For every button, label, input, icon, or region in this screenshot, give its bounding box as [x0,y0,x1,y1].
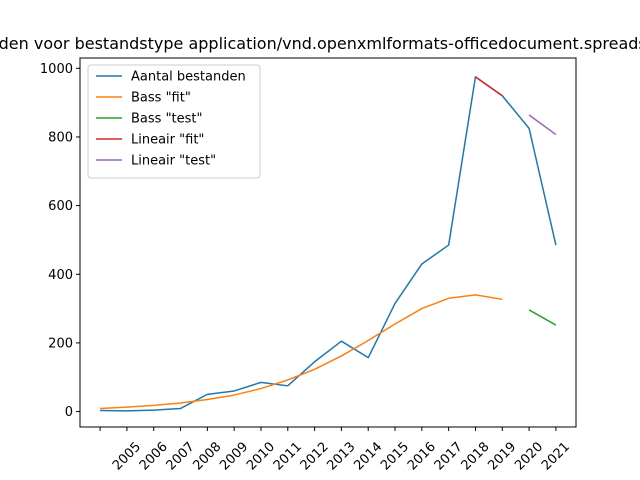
x-tick-label: 2017 [432,439,466,473]
x-tick-label: 2021 [539,439,573,473]
x-tick-label: 2005 [110,439,144,473]
y-tick-label: 0 [65,405,73,420]
y-tick-label: 400 [48,268,73,283]
y-tick-label: 600 [48,199,73,214]
axes-frame [79,57,577,428]
legend-box [87,64,261,179]
x-tick-label: 2007 [164,439,198,473]
series-line-2 [528,309,557,326]
x-tick-label: 2009 [217,439,251,473]
chart-title: Aantal bestanden voor bestandstype appli… [0,34,640,53]
x-tick-label: 2013 [324,439,358,473]
y-tick-label: 200 [48,336,73,351]
series-line-3 [475,76,503,97]
legend-label-2: Bass "test" [131,112,203,127]
legend-label-1: Bass "fit" [131,91,191,106]
x-tick-label: 2012 [298,439,332,473]
x-tick-label: 2020 [512,439,546,473]
series-line-1 [100,294,503,410]
x-tick-label: 2006 [137,439,171,473]
legend-label-0: Aantal bestanden [131,70,246,85]
series-line-4 [528,114,557,136]
y-tick-label: 1000 [40,62,73,77]
legend-label-4: Lineair "test" [131,154,216,169]
legend-label-3: Lineair "fit" [131,133,204,148]
x-tick-label: 2015 [378,439,412,473]
x-tick-label: 2019 [485,439,519,473]
x-tick-label: 2008 [190,439,224,473]
legend: Aantal bestanden Bass "fit" Bass "test" Lin… [87,64,261,179]
x-tick-label: 2010 [244,439,278,473]
plot-area [100,76,557,412]
y-tick-label: 800 [48,130,73,145]
x-tick-label: 2014 [351,439,385,473]
x-tick-label: 2018 [459,439,493,473]
x-tick-label: 2016 [405,439,439,473]
x-tick-label: 2011 [271,439,305,473]
